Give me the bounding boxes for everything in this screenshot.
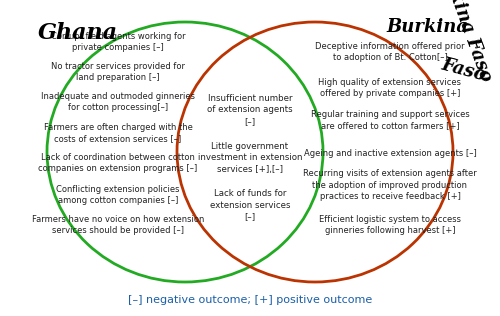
Text: Farmers have no voice on how extension
services should be provided [–]: Farmers have no voice on how extension s… bbox=[32, 215, 204, 235]
Text: Conflicting extension policies
among cotton companies [–]: Conflicting extension policies among cot… bbox=[56, 185, 180, 205]
Text: Efficient logistic system to access
ginneries following harvest [+]: Efficient logistic system to access ginn… bbox=[319, 215, 461, 235]
Text: Faso: Faso bbox=[440, 55, 488, 84]
Text: Burkina Faso: Burkina Faso bbox=[432, 0, 495, 84]
Text: Lack of funds for
extension services
[–]: Lack of funds for extension services [–] bbox=[210, 189, 290, 221]
Text: Ghana: Ghana bbox=[38, 22, 118, 44]
Text: Corrupt field agents working for
private companies [–]: Corrupt field agents working for private… bbox=[50, 32, 186, 52]
Text: Deceptive information offered prior
to adoption of Bt. Cotton[–]: Deceptive information offered prior to a… bbox=[315, 42, 465, 62]
Text: No tractor services provided for
land preparation [–]: No tractor services provided for land pr… bbox=[51, 62, 185, 82]
Text: Regular training and support services
are offered to cotton farmers [+]: Regular training and support services ar… bbox=[310, 110, 470, 130]
Text: Insufficient number
of extension agents
[–]: Insufficient number of extension agents … bbox=[207, 94, 293, 126]
Text: Inadequate and outmoded ginneries
for cotton processing[–]: Inadequate and outmoded ginneries for co… bbox=[41, 92, 195, 112]
Text: High quality of extension services
offered by private companies [+]: High quality of extension services offer… bbox=[318, 78, 462, 98]
Text: [–] negative outcome; [+] positive outcome: [–] negative outcome; [+] positive outco… bbox=[128, 295, 372, 305]
Text: Little government
investment in extension
services [+],[–]: Little government investment in extensio… bbox=[198, 142, 302, 174]
Text: Burkina: Burkina bbox=[386, 18, 468, 36]
Text: Recurring visits of extension agents after
the adoption of improved production
p: Recurring visits of extension agents aft… bbox=[303, 169, 477, 201]
Text: Ageing and inactive extension agents [–]: Ageing and inactive extension agents [–] bbox=[304, 149, 476, 157]
Text: Lack of coordination between cotton
companies on extension programs [–]: Lack of coordination between cotton comp… bbox=[38, 153, 198, 173]
Text: Farmers are often charged with the
costs of extension services [–]: Farmers are often charged with the costs… bbox=[44, 123, 193, 143]
